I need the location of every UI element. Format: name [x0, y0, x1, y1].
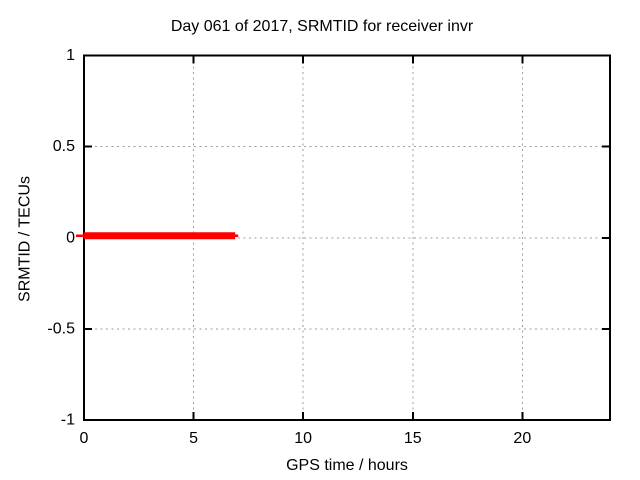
x-tick-label: 0 [80, 430, 89, 447]
y-tick-label: 1 [66, 47, 75, 64]
x-tick-label: 5 [189, 430, 198, 447]
x-tick-label: 20 [513, 430, 531, 447]
y-tick-label: 0.5 [53, 138, 75, 155]
y-tick-label: -0.5 [47, 320, 75, 337]
x-tick-label: 10 [294, 430, 312, 447]
y-axis-label: SRMTID / TECUs [17, 176, 34, 302]
tick-labels: 0 5 10 15 20 -1 -0.5 0 0.5 1 [47, 47, 531, 447]
x-axis-label: GPS time / hours [286, 457, 408, 474]
y-tick-label: 0 [66, 229, 75, 246]
x-tick-label: 15 [404, 430, 422, 447]
axis-ticks [83, 54, 609, 421]
y-tick-label: -1 [61, 412, 75, 429]
chart-title: Day 061 of 2017, SRMTID for receiver inv… [171, 18, 474, 35]
